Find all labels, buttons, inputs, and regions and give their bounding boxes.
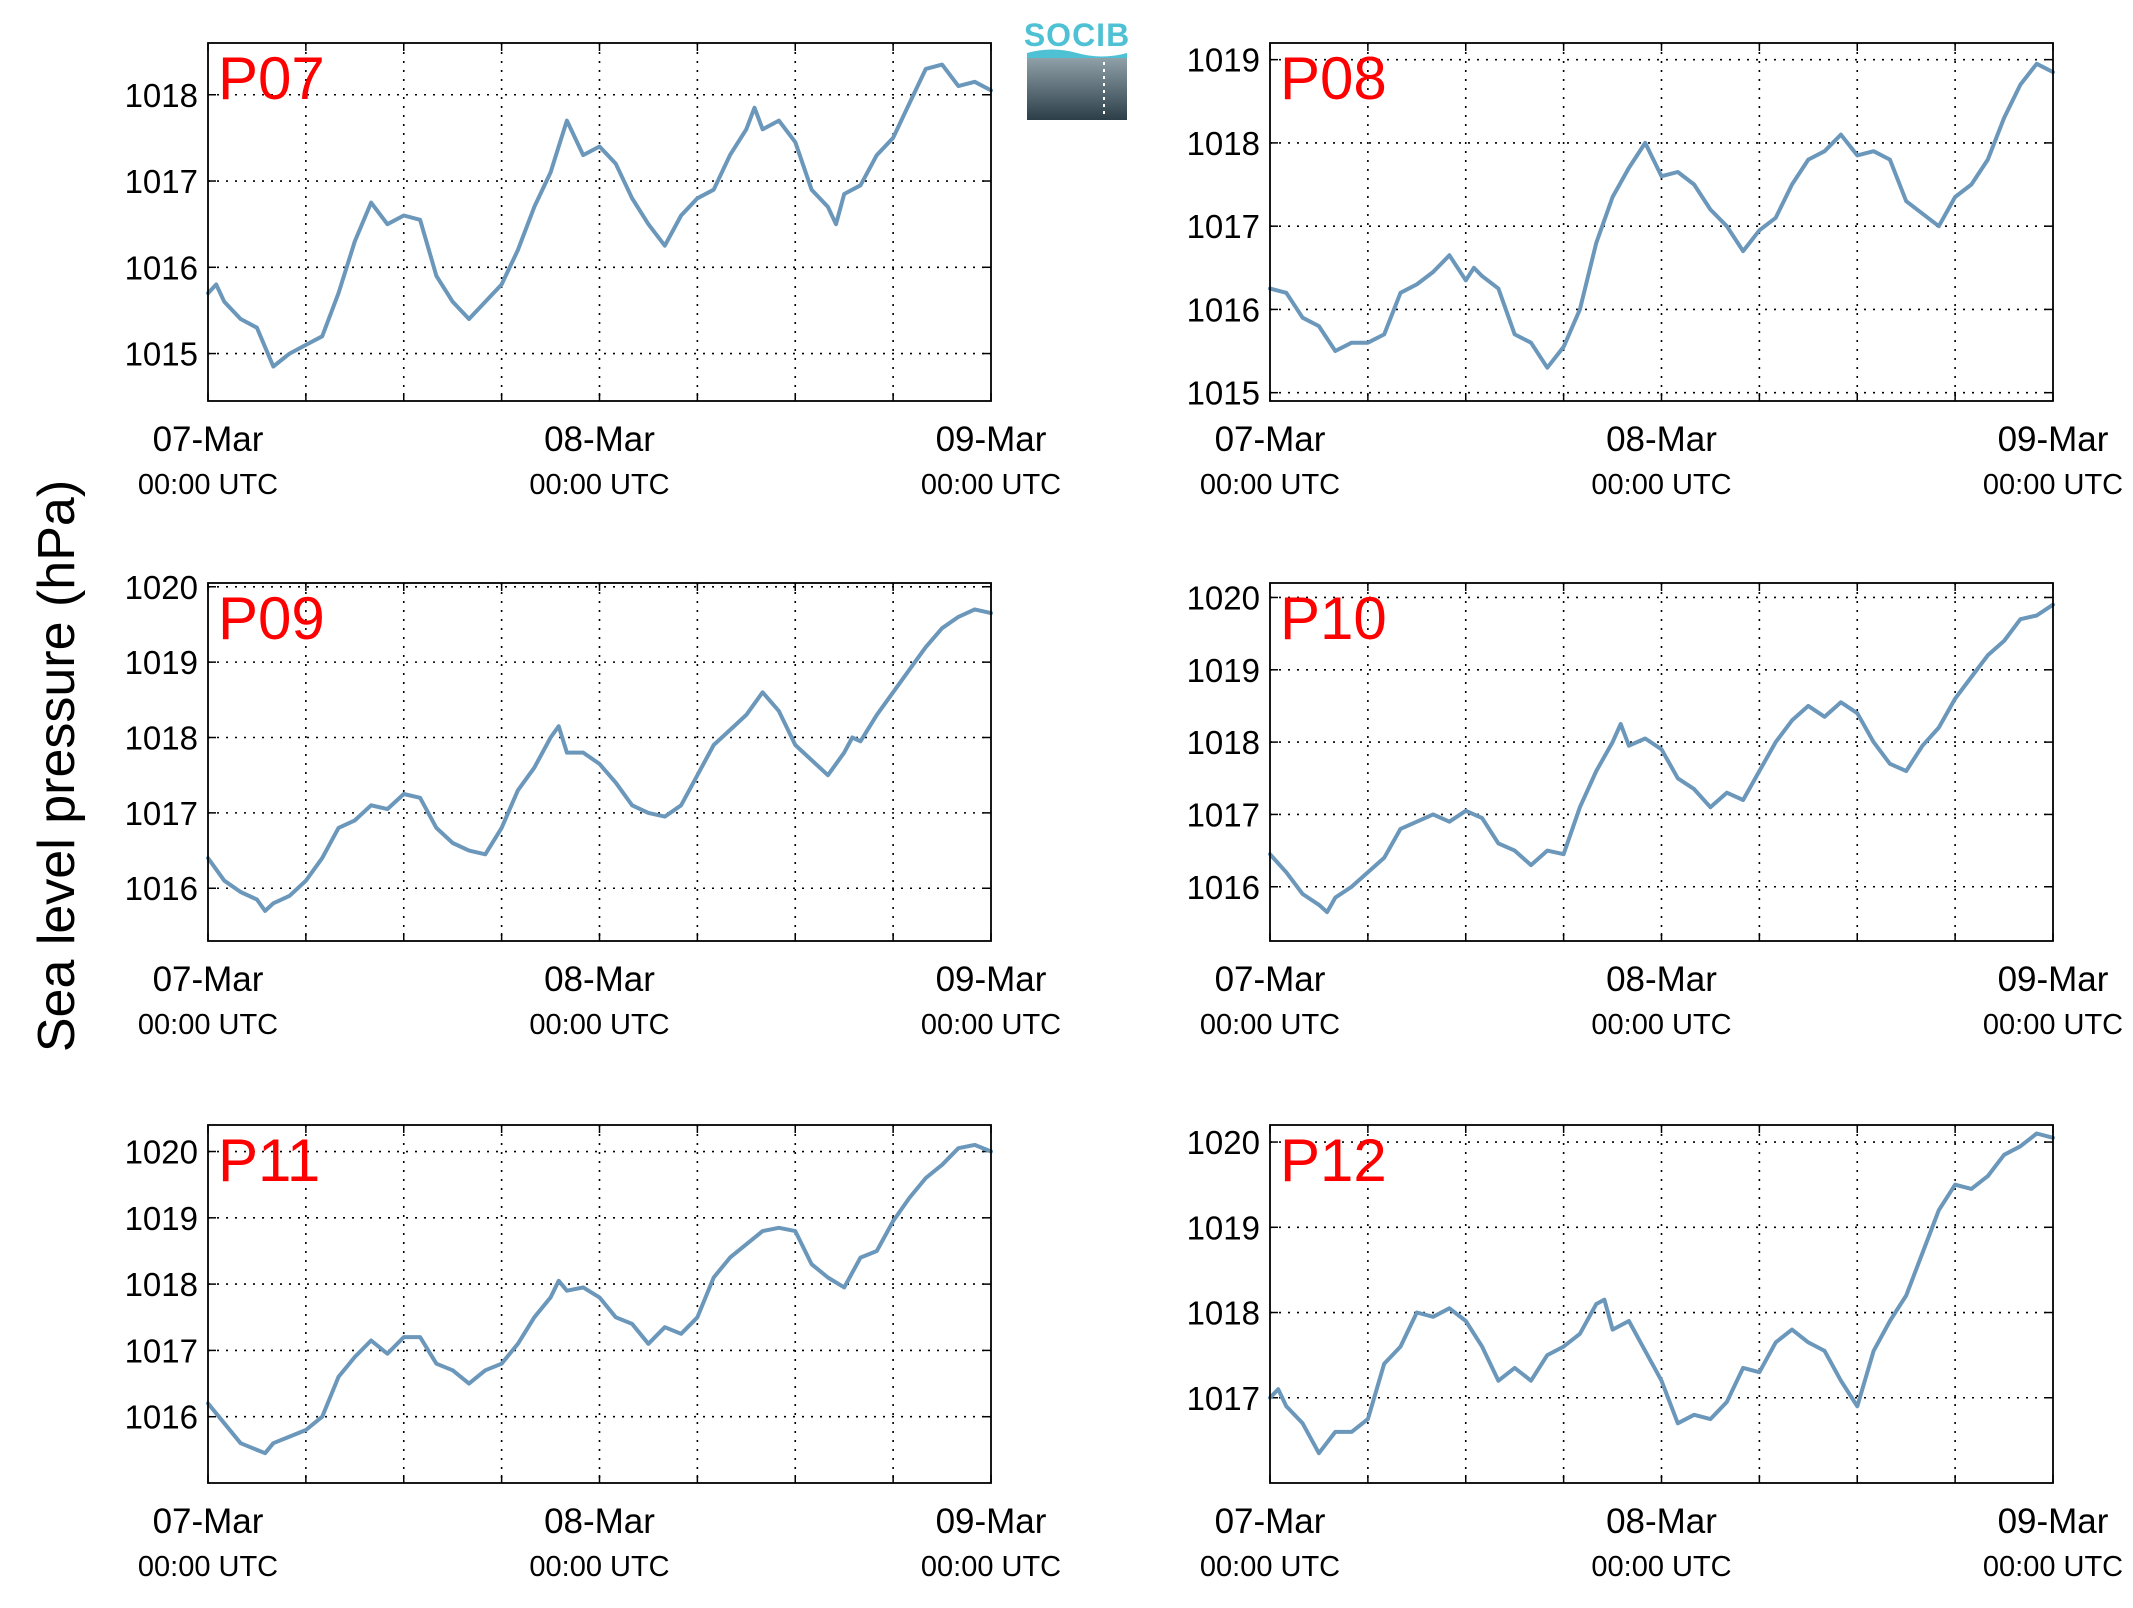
plot-frame bbox=[1269, 42, 2054, 402]
y-axis-label: Sea level pressure (hPa) bbox=[28, 480, 86, 1052]
x-tick-label-date: 09-Mar bbox=[936, 1502, 1047, 1541]
x-tick-label-time: 00:00 UTC bbox=[138, 469, 278, 501]
x-tick-label-date: 09-Mar bbox=[1998, 420, 2109, 459]
x-tick-label-date: 07-Mar bbox=[1215, 960, 1326, 999]
y-tick-label: 1015 bbox=[1187, 375, 1260, 412]
chart-panel-4: 1016 1017 1018 1019 1020 07-Mar 00:00 UTC 08-Ma… bbox=[1187, 579, 2124, 1041]
plot-frame bbox=[207, 582, 992, 942]
x-tick-label-date: 08-Mar bbox=[1606, 1502, 1717, 1541]
x-tick-label-date: 07-Mar bbox=[153, 1502, 264, 1541]
y-tick-label: 1018 bbox=[125, 77, 198, 114]
x-tick-label-time: 00:00 UTC bbox=[529, 1009, 669, 1041]
chart-panel-5: 1016 1017 1018 1019 1020 07-Mar 00:00 UTC 08-Ma… bbox=[125, 1124, 1061, 1583]
y-tick-label: 1020 bbox=[125, 569, 198, 606]
x-tick-label-time: 00:00 UTC bbox=[138, 1009, 278, 1041]
y-tick-label: 1017 bbox=[1187, 796, 1260, 833]
y-tick-label: 1019 bbox=[1187, 1209, 1260, 1246]
x-tick-label-time: 00:00 UTC bbox=[1200, 1009, 1340, 1041]
x-tick-label-time: 00:00 UTC bbox=[921, 1551, 1061, 1583]
y-tick-label: 1020 bbox=[1187, 1124, 1260, 1161]
pressure-series-line bbox=[206, 1142, 993, 1456]
chart-panel-6: 1017 1018 1019 1020 07-Mar 00:00 UTC 08-Mar 00:… bbox=[1187, 1124, 2124, 1583]
pressure-series-line bbox=[206, 607, 993, 913]
x-tick-label-date: 09-Mar bbox=[1998, 960, 2109, 999]
x-tick-label-date: 09-Mar bbox=[1998, 1502, 2109, 1541]
y-tick-label: 1018 bbox=[125, 1266, 198, 1303]
plot-frame bbox=[1269, 1124, 2054, 1484]
x-tick-label-date: 07-Mar bbox=[153, 420, 264, 459]
y-tick-label: 1017 bbox=[125, 1332, 198, 1369]
y-tick-label: 1018 bbox=[1187, 125, 1260, 162]
panel-title: P12 bbox=[1280, 1127, 1387, 1194]
chart-panels: 1015 1016 1017 1018 07-Mar 00:00 UTC 08-Mar 00:… bbox=[125, 42, 2124, 1583]
y-tick-label: 1016 bbox=[125, 1399, 198, 1436]
y-tick-label: 1018 bbox=[1187, 1295, 1260, 1332]
plot-frame bbox=[207, 42, 992, 402]
y-tick-label: 1018 bbox=[1187, 724, 1260, 761]
y-tick-label: 1019 bbox=[1187, 42, 1260, 79]
x-tick-label-time: 00:00 UTC bbox=[921, 1009, 1061, 1041]
y-tick-label: 1016 bbox=[1187, 291, 1260, 328]
x-tick-label-date: 08-Mar bbox=[1606, 960, 1717, 999]
x-tick-label-date: 07-Mar bbox=[1215, 1502, 1326, 1541]
panel-title: P09 bbox=[218, 585, 325, 652]
x-tick-label-time: 00:00 UTC bbox=[1200, 1551, 1340, 1583]
pressure-series-line bbox=[1268, 1131, 2055, 1456]
x-tick-label-date: 07-Mar bbox=[1215, 420, 1326, 459]
y-tick-label: 1017 bbox=[125, 795, 198, 832]
x-tick-label-time: 00:00 UTC bbox=[1983, 469, 2123, 501]
x-tick-label-time: 00:00 UTC bbox=[1591, 469, 1731, 501]
plot-frame bbox=[1269, 582, 2054, 942]
socib-logo-text: SOCIB bbox=[1024, 17, 1130, 53]
socib-logo: SOCIB bbox=[1024, 17, 1130, 120]
x-tick-label-time: 00:00 UTC bbox=[921, 469, 1061, 501]
x-tick-label-date: 08-Mar bbox=[1606, 420, 1717, 459]
x-tick-label-date: 08-Mar bbox=[544, 1502, 655, 1541]
x-tick-label-time: 00:00 UTC bbox=[529, 1551, 669, 1583]
panel-title: P11 bbox=[218, 1127, 320, 1194]
panel-title: P07 bbox=[218, 45, 325, 112]
y-tick-label: 1017 bbox=[1187, 208, 1260, 245]
plot-frame bbox=[207, 1124, 992, 1484]
y-tick-label: 1016 bbox=[1187, 869, 1260, 906]
y-tick-label: 1016 bbox=[125, 249, 198, 286]
x-tick-label-time: 00:00 UTC bbox=[1591, 1009, 1731, 1041]
y-tick-label: 1016 bbox=[125, 870, 198, 907]
panel-title: P08 bbox=[1280, 45, 1387, 112]
y-tick-label: 1018 bbox=[125, 720, 198, 757]
pressure-series-line bbox=[1268, 61, 2055, 370]
x-tick-label-time: 00:00 UTC bbox=[529, 469, 669, 501]
pressure-series-line bbox=[206, 62, 993, 369]
x-tick-label-date: 09-Mar bbox=[936, 960, 1047, 999]
x-tick-label-time: 00:00 UTC bbox=[1591, 1551, 1731, 1583]
y-tick-label: 1020 bbox=[1187, 579, 1260, 616]
y-tick-label: 1015 bbox=[125, 336, 198, 373]
x-tick-label-time: 00:00 UTC bbox=[1200, 469, 1340, 501]
panel-title: P10 bbox=[1280, 585, 1387, 652]
chart-panel-3: 1016 1017 1018 1019 1020 07-Mar 00:00 UTC 08-Ma… bbox=[125, 569, 1062, 1041]
chart-panel-1: 1015 1016 1017 1018 07-Mar 00:00 UTC 08-Mar 00:… bbox=[125, 42, 1061, 501]
y-tick-label: 1017 bbox=[1187, 1380, 1260, 1417]
socib-logo-block bbox=[1027, 58, 1127, 120]
pressure-series-line bbox=[1268, 602, 2055, 915]
x-tick-label-date: 09-Mar bbox=[936, 420, 1047, 459]
y-tick-label: 1019 bbox=[125, 1200, 198, 1237]
y-tick-label: 1017 bbox=[125, 163, 198, 200]
x-tick-label-time: 00:00 UTC bbox=[1983, 1551, 2123, 1583]
x-tick-label-date: 08-Mar bbox=[544, 960, 655, 999]
chart-panel-2: 1015 1016 1017 1018 1019 07-Mar 00:00 UTC 08-Ma… bbox=[1187, 42, 2124, 501]
y-tick-label: 1019 bbox=[125, 644, 198, 681]
x-tick-label-date: 07-Mar bbox=[153, 960, 264, 999]
x-tick-label-time: 00:00 UTC bbox=[1983, 1009, 2123, 1041]
y-tick-label: 1020 bbox=[125, 1134, 198, 1171]
x-tick-label-time: 00:00 UTC bbox=[138, 1551, 278, 1583]
y-tick-label: 1019 bbox=[1187, 652, 1260, 689]
x-tick-label-date: 08-Mar bbox=[544, 420, 655, 459]
